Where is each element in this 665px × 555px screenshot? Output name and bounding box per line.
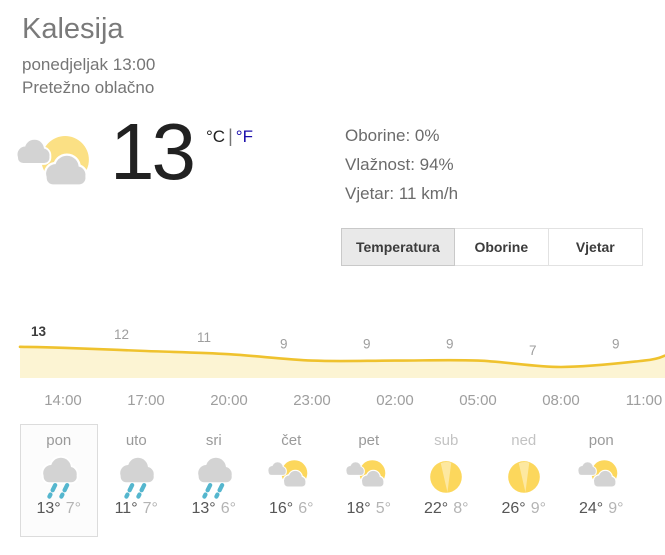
forecast-day-sub[interactable]: sub 22° 8° [408, 424, 486, 537]
chart-time-label: 08:00 [542, 392, 580, 409]
unit-separator: | [228, 126, 233, 146]
low-temp: 9° [530, 500, 546, 517]
chart-value-label: 13 [31, 324, 47, 339]
chart-value-label: 12 [114, 327, 129, 342]
day-label: uto [125, 432, 147, 449]
low-temp: 5° [375, 500, 391, 517]
chart-time-label: 20:00 [210, 392, 248, 409]
day-temps: 16° 6° [254, 500, 330, 518]
day-label: pet [358, 432, 380, 449]
temperature-area-chart: 13 12 11 9 9 9 7 9 14:00 17:00 20:00 23:00 02:00 05:0… [18, 324, 665, 409]
weather-header: Kalesija ponedjeljak 13:00 Pretežno obla… [22, 13, 156, 99]
chart-time-label: 02:00 [376, 392, 414, 409]
page-title: Kalesija [22, 13, 124, 45]
humidity-label: Vlažnost: 94% [345, 155, 454, 174]
precipitation-label: Oborine: 0% [345, 126, 440, 145]
forecast-day-pet[interactable]: pet 18° 5° [330, 424, 408, 537]
sunny-icon [423, 453, 469, 499]
unit-toggle: °C | °F [206, 126, 253, 147]
partly-cloudy-icon [346, 453, 392, 499]
forecast-day-cet[interactable]: čet 16° 6° [253, 424, 331, 537]
day-label: sri [205, 432, 222, 449]
partly-cloudy-icon [268, 453, 314, 499]
fahrenheit-toggle[interactable]: °F [235, 127, 253, 146]
day-label: sub [434, 432, 459, 449]
day-temps: 22° 8° [409, 500, 485, 518]
chart-value-label: 9 [363, 337, 371, 352]
low-temp: 6° [220, 500, 236, 517]
chart-value-label: 9 [280, 337, 288, 352]
chart-time-label: 17:00 [127, 392, 165, 409]
tab-vjetar[interactable]: Vjetar [547, 228, 643, 266]
high-temp: 24° [579, 500, 604, 517]
partly-cloudy-icon [578, 453, 624, 499]
high-temp: 18° [346, 500, 371, 517]
forecast-day-pon-2[interactable]: pon 24° 9° [563, 424, 641, 537]
celsius-toggle[interactable]: °C [206, 127, 226, 146]
chart-value-label: 11 [197, 330, 211, 345]
day-label: pon [588, 432, 614, 449]
day-temps: 18° 5° [331, 500, 407, 518]
forecast-day-ned[interactable]: ned 26° 9° [485, 424, 563, 537]
high-temp: 13° [191, 500, 216, 517]
daily-forecast: pon 13° 7° uto 11° 7° sri 13° 6° čet 16° 6° [20, 424, 640, 537]
chart-tabs: Temperatura Oborine Vjetar [341, 228, 643, 266]
chart-value-label: 9 [446, 337, 454, 352]
forecast-day-pon[interactable]: pon 13° 7° [20, 424, 98, 537]
day-label: čet [281, 432, 302, 449]
day-temps: 13° 7° [21, 500, 97, 518]
low-temp: 7° [142, 500, 158, 517]
current-details: Oborine: 0% Vlažnost: 94% Vjetar: 11 km/… [345, 121, 458, 208]
datetime-label: ponedjeljak 13:00 [22, 54, 156, 74]
rain-icon [113, 453, 159, 499]
day-temps: 24° 9° [564, 500, 640, 518]
day-label: ned [511, 432, 537, 449]
day-label: pon [46, 432, 72, 449]
low-temp: 9° [608, 500, 624, 517]
tab-oborine[interactable]: Oborine [453, 228, 549, 266]
wind-label: Vjetar: 11 km/h [345, 184, 459, 203]
day-temps: 11° 7° [99, 500, 175, 518]
low-temp: 8° [453, 500, 469, 517]
high-temp: 26° [501, 500, 526, 517]
high-temp: 22° [424, 500, 449, 517]
low-temp: 7° [65, 500, 81, 517]
chart-time-label: 05:00 [459, 392, 497, 409]
partly-cloudy-icon [13, 122, 105, 208]
sunny-icon [501, 453, 547, 499]
chart-time-label: 11:00 [626, 392, 662, 409]
forecast-day-uto[interactable]: uto 11° 7° [98, 424, 176, 537]
chart-time-label: 14:00 [44, 392, 82, 409]
tab-temperatura[interactable]: Temperatura [341, 228, 455, 266]
chart-value-label: 9 [612, 337, 620, 352]
rain-icon [191, 453, 237, 499]
current-temperature: 13 [110, 107, 196, 196]
low-temp: 6° [298, 500, 314, 517]
chart-time-label: 23:00 [293, 392, 331, 409]
high-temp: 11° [114, 500, 138, 517]
chart-value-label: 7 [529, 343, 537, 358]
temperature-chart: 13 12 11 9 9 9 7 9 14:00 17:00 20:00 23:00 02:00 05:0… [0, 300, 665, 418]
forecast-day-sri[interactable]: sri 13° 6° [175, 424, 253, 537]
rain-icon [36, 453, 82, 499]
day-temps: 26° 9° [486, 500, 562, 518]
high-temp: 13° [36, 500, 61, 517]
day-temps: 13° 6° [176, 500, 252, 518]
condition-label: Pretežno oblačno [22, 77, 155, 97]
high-temp: 16° [269, 500, 294, 517]
